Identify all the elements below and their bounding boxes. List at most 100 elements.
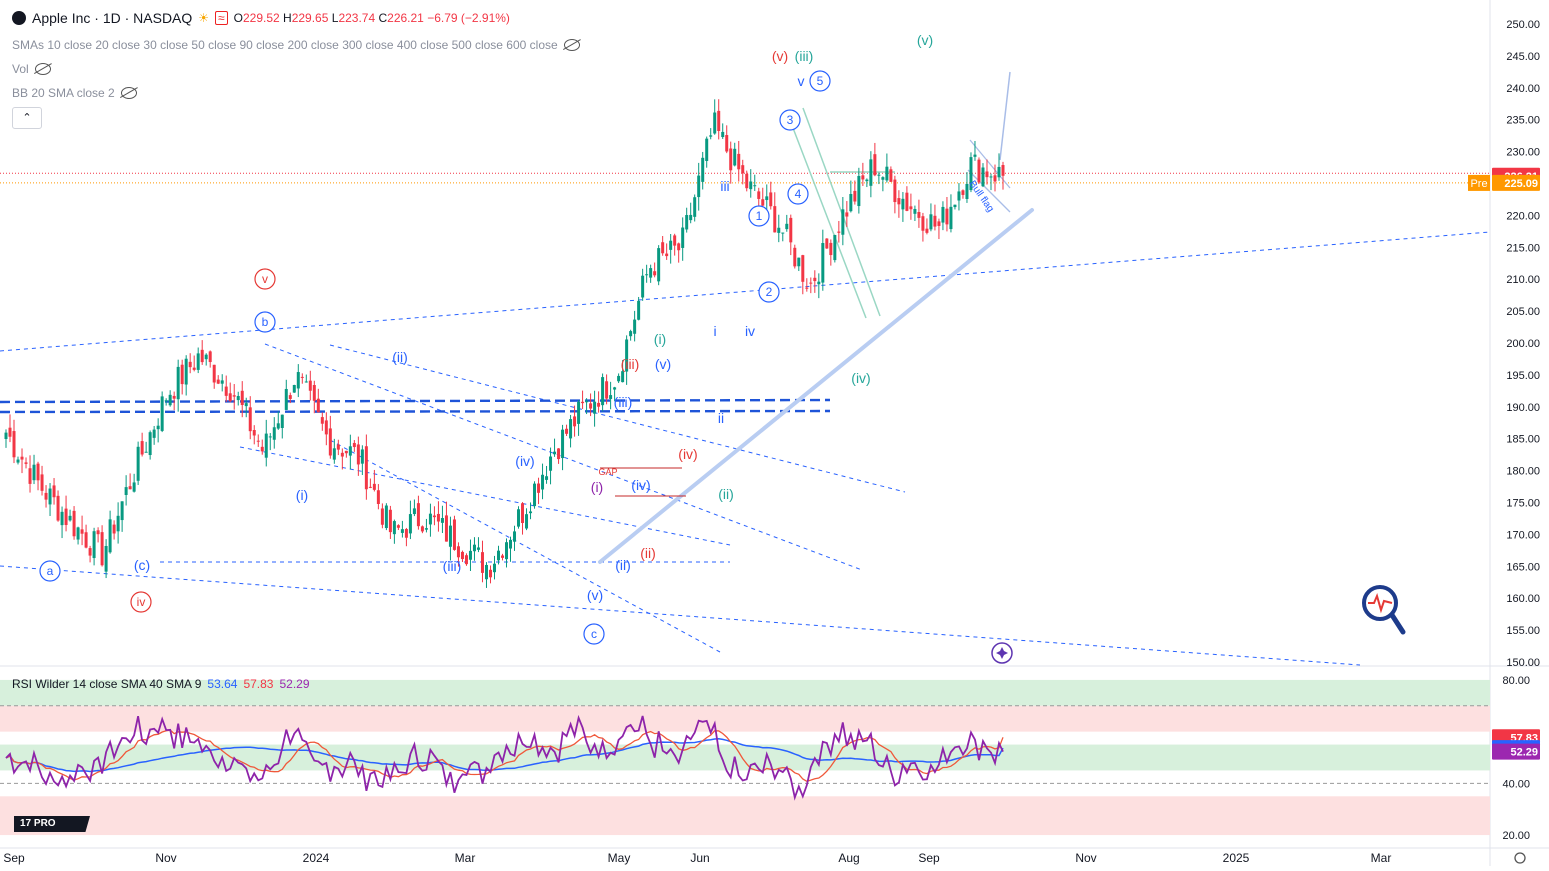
candle-body bbox=[813, 277, 817, 282]
candle-body bbox=[420, 526, 424, 532]
candle-body bbox=[889, 169, 893, 182]
candle-body bbox=[376, 490, 380, 504]
candle-body bbox=[901, 198, 905, 210]
wave-label: (iii) bbox=[621, 356, 640, 372]
candle-body bbox=[272, 427, 276, 440]
settings-gear-icon[interactable] bbox=[1514, 852, 1526, 864]
wave-label-circle bbox=[583, 623, 605, 645]
time-axis-tick: 2025 bbox=[1223, 851, 1250, 865]
candle-body bbox=[312, 385, 316, 401]
magnifier-pulse bbox=[1368, 593, 1393, 614]
candle-body bbox=[324, 420, 328, 435]
candle-body bbox=[705, 138, 709, 162]
candle-body bbox=[96, 530, 100, 535]
collapse-legend-button[interactable]: ⌃ bbox=[12, 107, 42, 129]
candle-body bbox=[120, 501, 124, 521]
hidden-eye-icon[interactable] bbox=[34, 63, 51, 75]
candle-body bbox=[557, 448, 561, 460]
candle-body bbox=[917, 212, 921, 218]
candle-body bbox=[657, 248, 661, 282]
tradingview-logo[interactable]: 17 PRO bbox=[14, 816, 90, 832]
candle-body bbox=[84, 532, 88, 548]
bb-legend-label: BB 20 SMA close 2 bbox=[12, 86, 115, 100]
candle-body bbox=[553, 451, 557, 455]
sma-legend[interactable]: SMAs 10 close 20 close 30 close 50 close… bbox=[12, 38, 580, 52]
price-axis-tick: 190.00 bbox=[1506, 402, 1540, 414]
price-axis-tick: 155.00 bbox=[1506, 625, 1540, 637]
hidden-eye-icon[interactable] bbox=[120, 87, 137, 99]
flag-line bbox=[792, 127, 867, 319]
candle-body bbox=[92, 531, 96, 559]
rsi-line bbox=[5, 714, 1004, 801]
candle-body bbox=[484, 564, 488, 580]
price-axis-tick: 240.00 bbox=[1506, 83, 1540, 95]
candle-body bbox=[408, 514, 412, 534]
bb-legend[interactable]: BB 20 SMA close 2 bbox=[12, 86, 137, 100]
time-axis-tick: Aug bbox=[838, 851, 859, 865]
bull-flag-pole-line bbox=[999, 71, 1011, 161]
candle-body bbox=[621, 371, 625, 383]
price-axis-tick: 160.00 bbox=[1506, 593, 1540, 605]
candle-body bbox=[368, 486, 372, 488]
candle-body bbox=[444, 515, 448, 542]
wave-label-circle bbox=[39, 560, 61, 582]
candle-body bbox=[909, 206, 913, 210]
candle-body bbox=[849, 194, 853, 212]
candle-body bbox=[476, 547, 480, 550]
candle-body bbox=[316, 398, 320, 413]
rsi-legend[interactable]: RSI Wilder 14 close SMA 40 SMA 9 53.64 5… bbox=[12, 677, 310, 691]
vol-legend[interactable]: Vol bbox=[12, 62, 51, 76]
candle-body bbox=[228, 393, 232, 402]
candle-body bbox=[689, 214, 693, 221]
candle-body bbox=[833, 235, 837, 261]
candle-body bbox=[541, 474, 545, 490]
magnifier-pulse-icon[interactable] bbox=[1362, 585, 1406, 635]
candle-body bbox=[965, 183, 969, 199]
candle-body bbox=[925, 228, 929, 233]
candle-body bbox=[945, 208, 949, 225]
candle-body bbox=[841, 209, 845, 235]
symbol-title[interactable]: Apple Inc · 1D · NASDAQ bbox=[32, 10, 193, 26]
candle-body bbox=[697, 175, 701, 198]
candle-body bbox=[757, 191, 761, 199]
candle-body bbox=[220, 380, 224, 384]
hidden-eye-icon[interactable] bbox=[563, 39, 580, 51]
wave-label-circle bbox=[779, 109, 801, 131]
candle-body bbox=[52, 485, 56, 498]
candle-body bbox=[985, 171, 989, 178]
candle-body bbox=[116, 515, 120, 532]
candle-body bbox=[805, 287, 809, 289]
market-status-icon[interactable]: ≈ bbox=[215, 11, 228, 25]
wave-label: (v) bbox=[587, 587, 603, 603]
candle-body bbox=[100, 532, 104, 566]
candle-body bbox=[597, 402, 601, 407]
wave-label: (iv) bbox=[631, 477, 650, 493]
price-axis-tick: 235.00 bbox=[1506, 115, 1540, 127]
candle-body bbox=[717, 110, 721, 131]
wave-label: 4 bbox=[795, 187, 802, 201]
candle-body bbox=[412, 508, 416, 515]
dashed-trendline bbox=[329, 344, 906, 493]
candle-body bbox=[837, 231, 841, 233]
time-axis-tick: May bbox=[608, 851, 631, 865]
candle-body bbox=[4, 432, 8, 440]
candle-body bbox=[789, 217, 793, 243]
candle-body bbox=[480, 552, 484, 573]
candle-body bbox=[260, 446, 264, 452]
candle-body bbox=[340, 452, 344, 457]
weather-icon: ☀ bbox=[198, 11, 210, 25]
candle-body bbox=[869, 159, 873, 186]
candle-body bbox=[933, 215, 937, 227]
candle-body bbox=[533, 483, 537, 507]
candle-body bbox=[977, 159, 981, 183]
candle-body bbox=[276, 423, 280, 429]
candle-body bbox=[725, 135, 729, 152]
wave-label-circle bbox=[748, 205, 770, 227]
price-axis-tick: 220.00 bbox=[1506, 210, 1540, 222]
candle-body bbox=[733, 148, 737, 166]
rsi-legend-value-1: 53.64 bbox=[207, 677, 238, 691]
candle-body bbox=[24, 462, 28, 464]
candle-body bbox=[969, 157, 973, 191]
